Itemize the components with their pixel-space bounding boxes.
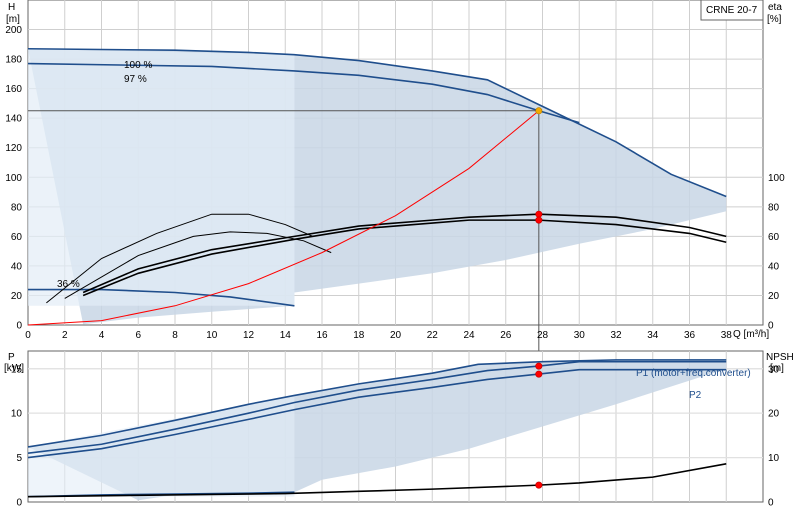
p2-series-label: P2	[689, 390, 702, 401]
series-npsh-line	[27, 463, 727, 498]
y-right-tick-label: 20	[768, 409, 780, 420]
x-tick-label: 6	[135, 330, 141, 341]
low-speed-area	[28, 395, 295, 497]
y-right-tick-label: 80	[768, 202, 780, 213]
y-left-tick-label: 0	[16, 321, 22, 332]
npsh-axis-label: NPSH	[766, 352, 794, 363]
y-right-tick-label: 40	[768, 261, 780, 272]
series-p2-line	[27, 368, 727, 459]
y-right-tick-label: 0	[768, 321, 774, 332]
duty-marker	[535, 107, 543, 115]
duty-marker	[535, 362, 543, 370]
y-left-tick-label: 80	[11, 202, 23, 213]
x-tick-label: 0	[25, 330, 31, 341]
x-tick-label: 12	[243, 330, 255, 341]
y-left-tick-label: 0	[16, 498, 22, 509]
duty-marker	[535, 481, 543, 489]
y-right-tick-label: 20	[768, 291, 780, 302]
model-label: CRNE 20-7	[706, 5, 758, 16]
npsh-axis-unit: [m]	[770, 363, 784, 374]
annotation-100pct: 100 %	[124, 60, 152, 71]
series-p1_duty-line	[27, 360, 727, 454]
x-tick-label: 10	[206, 330, 218, 341]
y-left-axis-label: H	[8, 2, 15, 13]
y-right-tick-label: 0	[768, 498, 774, 509]
x-tick-label: 14	[280, 330, 292, 341]
series-efficiency-line	[82, 219, 727, 297]
duty-marker	[535, 216, 543, 224]
x-tick-label: 24	[463, 330, 475, 341]
bottom-markers-group	[535, 362, 543, 489]
x-tick-label: 28	[537, 330, 549, 341]
x-tick-label: 36	[684, 330, 696, 341]
bottom-series-group	[27, 359, 727, 498]
y-right-tick-label: 100	[768, 173, 785, 184]
duty-marker	[535, 370, 543, 378]
y-left-tick-label: 200	[5, 25, 22, 36]
series-efficiency_reduced_speed-line	[64, 231, 332, 299]
y-right-axis-label: eta	[768, 2, 782, 13]
annotation-36pct: 36 %	[57, 279, 80, 290]
head-efficiency-panel: 0 20 40 60 80 100 120 140 160 180 200 0 20 40 60 80 100 0…	[5, 0, 785, 502]
series-efficiency-line	[82, 213, 727, 294]
duty-marker	[535, 210, 543, 218]
top-shaded-region	[28, 48, 727, 325]
series-head_min-line	[28, 288, 295, 307]
y-left-tick-label: 15	[11, 364, 23, 375]
y-left-axis-unit: [m]	[6, 14, 20, 25]
x-tick-label: 18	[353, 330, 365, 341]
p1-series-label: P1 (motor+freq.converter)	[636, 368, 751, 379]
model-label-box	[700, 0, 764, 21]
y-left-tick-label: 120	[5, 143, 22, 154]
bottom-tick-labels: 0 5 10 15 0 10 20 30	[11, 364, 780, 508]
top-markers-group	[535, 107, 543, 224]
series-head_max-line	[27, 47, 727, 198]
y-left-tick-label: 140	[5, 114, 22, 125]
x-tick-label: 22	[427, 330, 439, 341]
series-efficiency_reduced_speed-line	[46, 213, 314, 304]
top-tick-labels: 0 20 40 60 80 100 120 140 160 180 200 0 20 40 60 80 100 0…	[5, 25, 785, 341]
series-system_curve-line	[27, 110, 540, 326]
x-axis-label: Q [m³/h]	[733, 329, 769, 340]
y-left-tick-label: 160	[5, 84, 22, 95]
y-left-tick-label: 20	[11, 291, 23, 302]
annotation-97pct: 97 %	[124, 74, 147, 85]
p-axis-label: P	[8, 352, 15, 363]
x-tick-label: 32	[610, 330, 622, 341]
x-tick-label: 16	[316, 330, 328, 341]
series-p1-line	[27, 359, 727, 448]
x-tick-label: 8	[172, 330, 178, 341]
x-tick-label: 2	[62, 330, 68, 341]
y-left-tick-label: 5	[16, 453, 22, 464]
power-npsh-panel: 0 5 10 15 0 10 20 30 P [kW] NPSH [m] P1 (motor+…	[4, 350, 794, 509]
x-tick-label: 20	[390, 330, 402, 341]
x-tick-label: 30	[574, 330, 586, 341]
series-head_duty-line	[27, 62, 580, 124]
low-speed-area	[28, 48, 295, 306]
x-tick-label: 26	[500, 330, 512, 341]
y-left-tick-label: 40	[11, 261, 23, 272]
y-right-axis-unit: [%]	[767, 14, 782, 25]
y-left-tick-label: 100	[5, 173, 22, 184]
top-series-group	[27, 47, 727, 502]
x-tick-label: 4	[99, 330, 105, 341]
y-right-tick-label: 30	[768, 364, 780, 375]
y-left-tick-label: 60	[11, 232, 23, 243]
x-tick-label: 38	[721, 330, 733, 341]
y-right-tick-label: 60	[768, 232, 780, 243]
y-right-tick-label: 10	[768, 453, 780, 464]
y-left-tick-label: 180	[5, 55, 22, 66]
x-tick-label: 34	[647, 330, 659, 341]
p-axis-unit: [kW]	[4, 363, 24, 374]
y-left-tick-label: 10	[11, 409, 23, 420]
bottom-shaded-region	[28, 359, 727, 501]
